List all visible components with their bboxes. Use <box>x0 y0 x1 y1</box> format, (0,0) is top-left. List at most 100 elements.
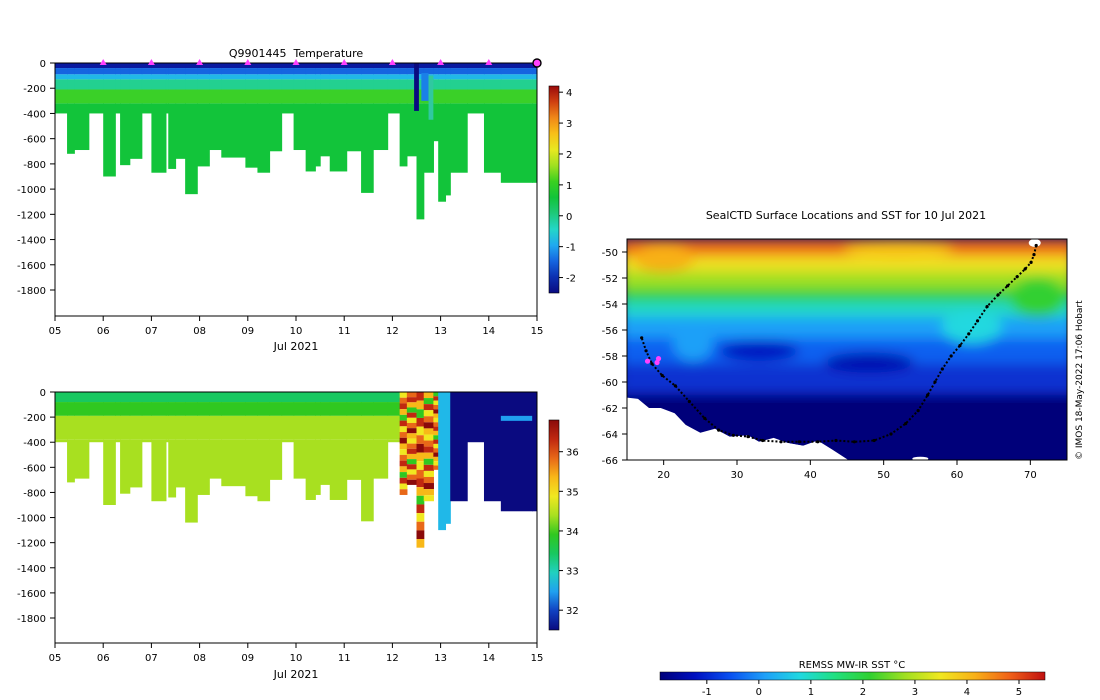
y-tick-label: -200 <box>23 413 46 424</box>
temperature-x-axis: 05 06 07 08 09 10 11 12 13 14 15 <box>49 316 543 337</box>
track-point <box>889 432 893 436</box>
lat-tick-label: -64 <box>602 430 618 441</box>
y-tick-label: 0 <box>40 388 46 399</box>
x-tick-label: 13 <box>434 653 447 664</box>
track-point <box>1029 260 1033 264</box>
lat-tick-label: -58 <box>602 352 618 363</box>
track-point <box>834 438 838 443</box>
x-tick-label: 08 <box>193 326 206 337</box>
lat-tick-label: -56 <box>602 326 618 337</box>
track-point <box>916 409 920 413</box>
sst-colorbar <box>659 671 1046 681</box>
track-point <box>640 336 644 340</box>
x-tick-label: 12 <box>386 653 399 664</box>
x-tick-label: 11 <box>338 326 351 337</box>
x-tick-label: 06 <box>97 326 110 337</box>
track-point <box>731 433 735 437</box>
sst-colorbar-tick-label: 1 <box>808 687 814 698</box>
colorbar-tick-label: 1 <box>566 181 572 192</box>
y-tick-label: -800 <box>23 488 46 499</box>
track-point <box>904 422 908 426</box>
y-tick-label: -1200 <box>17 539 46 550</box>
track-point <box>797 440 801 444</box>
colorbar-tick-label: 32 <box>566 606 579 617</box>
temperature-xlabel: Jul 2021 <box>273 340 319 353</box>
track-point <box>872 438 876 443</box>
temperature-title: Q9901445 Temperature <box>229 47 364 60</box>
temperature-plot-area <box>55 63 537 220</box>
track-point <box>761 438 765 443</box>
x-tick-label: 09 <box>241 653 254 664</box>
colorbar-tick-label: 4 <box>566 88 572 99</box>
track-point <box>958 344 962 348</box>
latest-profile-marker <box>532 58 542 68</box>
profile-marker <box>292 59 300 65</box>
profile-marker <box>388 59 396 65</box>
lon-tick-label: 30 <box>731 470 744 481</box>
sst-colorbar-tick-label: 0 <box>756 687 762 698</box>
x-tick-label: 08 <box>193 653 206 664</box>
y-tick-label: -1600 <box>17 589 46 600</box>
sst-colorbar-tick-label: 4 <box>964 687 970 698</box>
profile-marker <box>485 59 493 65</box>
track-point <box>996 293 1000 297</box>
track-point <box>1032 253 1036 257</box>
track-point <box>1023 267 1027 271</box>
x-tick-label: 11 <box>338 653 351 664</box>
imos-stamp: © IMOS 18-May-2022 17:06 Hobart <box>1075 300 1085 460</box>
lat-tick-label: -54 <box>602 300 618 311</box>
track-point <box>703 416 707 420</box>
x-tick-label: 10 <box>290 653 303 664</box>
track-point <box>933 380 937 384</box>
track-point <box>1034 243 1038 248</box>
track-point <box>975 319 980 323</box>
x-tick-label: 09 <box>241 326 254 337</box>
kerguelen-island <box>1028 239 1041 247</box>
map-frame <box>626 238 1068 461</box>
x-tick-label: 15 <box>531 653 544 664</box>
lat-tick-label: -66 <box>602 456 618 467</box>
y-tick-label: 0 <box>40 59 46 70</box>
salinity-x-axis: 05 06 07 08 09 10 11 12 13 14 15 <box>49 643 544 664</box>
y-tick-label: -200 <box>23 84 46 95</box>
x-tick-label: 07 <box>145 653 158 664</box>
current-positions <box>644 356 662 366</box>
profile-marker <box>340 59 348 65</box>
y-tick-label: -1000 <box>17 514 46 525</box>
track-point <box>746 435 750 439</box>
y-tick-label: -600 <box>23 463 46 474</box>
track-point <box>985 305 989 309</box>
track-point <box>1015 275 1019 279</box>
x-tick-label: 05 <box>49 653 62 664</box>
lon-tick-label: 50 <box>877 470 890 481</box>
x-tick-label: 14 <box>482 653 495 664</box>
x-tick-label: 06 <box>97 653 110 664</box>
x-tick-label: 14 <box>482 326 495 337</box>
colorbar-tick-label: 3 <box>566 119 572 130</box>
current-position <box>644 358 651 364</box>
track-point <box>1006 284 1010 288</box>
colorbar-tick-label: 2 <box>566 150 572 161</box>
y-tick-label: -600 <box>23 135 46 146</box>
y-tick-label: -400 <box>23 438 46 449</box>
sst-colorbar-tick-label: -1 <box>702 687 712 698</box>
map-latitude-axis: -50 -52 -54 -56 -58 -60 -62 -64 -66 <box>602 248 627 467</box>
track-point <box>644 349 648 353</box>
temperature-colorbar <box>548 85 560 294</box>
x-tick-label: 13 <box>434 326 447 337</box>
sst-field <box>627 239 1067 460</box>
sst-colorbar-tick-label: 3 <box>912 687 918 698</box>
track-point <box>816 440 820 444</box>
seal-track <box>640 243 1038 444</box>
y-tick-label: -400 <box>23 109 46 120</box>
sst-colorbar-tick-label: 5 <box>1016 687 1022 698</box>
map-title: SealCTD Surface Locations and SST for 10… <box>706 209 986 222</box>
colorbar-tick-label: 34 <box>566 527 579 538</box>
y-tick-label: -1000 <box>17 185 46 196</box>
profile-marker <box>196 59 204 65</box>
profile-marker <box>99 59 107 65</box>
y-tick-label: -1800 <box>17 286 46 297</box>
track-point <box>660 373 664 378</box>
salinity-xlabel: Jul 2021 <box>273 668 319 681</box>
colorbar-tick-label: 33 <box>566 567 579 578</box>
